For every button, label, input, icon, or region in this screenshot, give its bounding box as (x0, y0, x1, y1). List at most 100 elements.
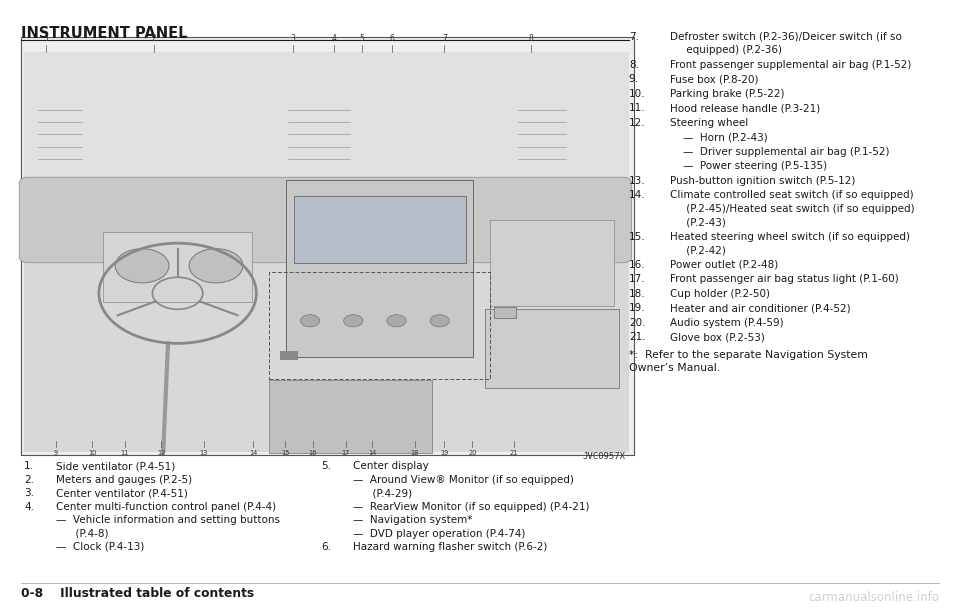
Text: 18: 18 (411, 450, 419, 456)
Text: Push-button ignition switch (P.5-12): Push-button ignition switch (P.5-12) (670, 176, 855, 186)
Text: 4: 4 (331, 34, 337, 43)
Circle shape (300, 315, 320, 327)
Text: (P.2-45)/Heated seat switch (if so equipped): (P.2-45)/Heated seat switch (if so equip… (670, 204, 915, 214)
Text: Center display: Center display (353, 461, 429, 471)
Bar (490, 220, 614, 306)
Text: Defroster switch (P.2-36)/Deicer switch (if so: Defroster switch (P.2-36)/Deicer switch … (670, 32, 902, 42)
Text: Cup holder (P.2-50): Cup holder (P.2-50) (670, 289, 770, 299)
Text: JVC0957X: JVC0957X (583, 452, 626, 461)
Text: (P.2-42): (P.2-42) (670, 245, 726, 255)
Text: 15: 15 (281, 450, 289, 456)
Bar (269, 380, 432, 453)
Text: —  RearView Monitor (if so equipped) (P.4-21): — RearView Monitor (if so equipped) (P.4… (353, 502, 589, 511)
Text: 10: 10 (88, 450, 96, 456)
Text: Center ventilator (P.4-51): Center ventilator (P.4-51) (56, 488, 187, 498)
Text: 18.: 18. (629, 289, 645, 299)
Bar (494, 307, 516, 318)
Bar (294, 196, 466, 263)
Text: 5.: 5. (322, 461, 331, 471)
Text: 13.: 13. (629, 176, 645, 186)
Text: 17: 17 (342, 450, 349, 456)
FancyBboxPatch shape (19, 177, 632, 263)
Text: 16.: 16. (629, 260, 645, 269)
Text: Meters and gauges (P.2-5): Meters and gauges (P.2-5) (56, 475, 192, 485)
Text: 14.: 14. (629, 191, 645, 200)
Text: 20.: 20. (629, 318, 645, 328)
Text: Climate controlled seat switch (if so equipped): Climate controlled seat switch (if so eq… (670, 191, 914, 200)
Text: 1.: 1. (24, 461, 34, 471)
Bar (24, 52, 629, 232)
Text: 11.: 11. (629, 103, 645, 113)
Text: 10.: 10. (629, 89, 645, 99)
Text: 17.: 17. (629, 274, 645, 284)
Bar (103, 232, 252, 302)
Text: equipped) (P.2-36): equipped) (P.2-36) (670, 45, 782, 55)
Text: 19.: 19. (629, 303, 645, 313)
Text: —  Power steering (P.5-135): — Power steering (P.5-135) (670, 161, 828, 171)
Text: Owner’s Manual.: Owner’s Manual. (629, 364, 720, 373)
Text: 8.: 8. (629, 60, 638, 70)
Text: 0-8    Illustrated table of contents: 0-8 Illustrated table of contents (21, 587, 254, 599)
Text: 4.: 4. (24, 502, 34, 511)
Text: 16: 16 (309, 450, 317, 456)
Text: 20: 20 (468, 450, 476, 456)
Text: Front passenger supplemental air bag (P.1-52): Front passenger supplemental air bag (P.… (670, 60, 911, 70)
Text: 3.: 3. (24, 488, 34, 498)
Text: INSTRUMENT PANEL: INSTRUMENT PANEL (21, 26, 187, 41)
Bar (24, 232, 629, 452)
Text: 1: 1 (44, 34, 48, 43)
Text: 2: 2 (152, 34, 156, 43)
Text: 2.: 2. (24, 475, 34, 485)
Text: 21: 21 (510, 450, 517, 456)
Text: 9: 9 (54, 450, 58, 456)
Text: Glove box (P.2-53): Glove box (P.2-53) (670, 332, 765, 342)
Text: 6: 6 (389, 34, 395, 43)
Text: 8: 8 (529, 34, 533, 43)
Text: 7.: 7. (629, 32, 638, 42)
Circle shape (387, 315, 406, 327)
Text: Power outlet (P.2-48): Power outlet (P.2-48) (670, 260, 779, 269)
Text: 12.: 12. (629, 118, 645, 128)
Text: —  Around View® Monitor (if so equipped): — Around View® Monitor (if so equipped) (353, 475, 574, 485)
Bar (485, 309, 619, 388)
Bar (280, 351, 298, 360)
Text: Audio system (P.4-59): Audio system (P.4-59) (670, 318, 783, 328)
Text: 21.: 21. (629, 332, 645, 342)
Text: Side ventilator (P.4-51): Side ventilator (P.4-51) (56, 461, 175, 471)
Text: —  Navigation system*: — Navigation system* (353, 515, 472, 525)
Text: —  Clock (P.4-13): — Clock (P.4-13) (56, 542, 144, 552)
Text: —  Horn (P.2-43): — Horn (P.2-43) (670, 133, 768, 142)
Text: 14: 14 (250, 450, 257, 456)
Text: carmanualsonline.info: carmanualsonline.info (808, 591, 939, 604)
Text: —  DVD player operation (P.4-74): — DVD player operation (P.4-74) (353, 529, 526, 538)
Text: Front passenger air bag status light (P.1-60): Front passenger air bag status light (P.… (670, 274, 899, 284)
Bar (21, 37, 634, 455)
Text: Hood release handle (P.3-21): Hood release handle (P.3-21) (670, 103, 821, 113)
Text: (P.4-29): (P.4-29) (353, 488, 413, 498)
Text: (P.2-43): (P.2-43) (670, 218, 726, 227)
Text: 6.: 6. (322, 542, 331, 552)
Text: Center multi-function control panel (P.4-4): Center multi-function control panel (P.4… (56, 502, 276, 511)
Text: Fuse box (P.8-20): Fuse box (P.8-20) (670, 75, 758, 84)
Text: 19: 19 (441, 450, 448, 456)
Text: Heater and air conditioner (P.4-52): Heater and air conditioner (P.4-52) (670, 303, 851, 313)
Text: 7: 7 (442, 34, 447, 43)
Circle shape (189, 249, 243, 283)
Text: 13: 13 (200, 450, 207, 456)
Text: 11: 11 (121, 450, 129, 456)
Text: 12: 12 (157, 450, 165, 456)
Text: Parking brake (P.5-22): Parking brake (P.5-22) (670, 89, 784, 99)
Bar (269, 272, 490, 379)
Text: 5: 5 (359, 34, 365, 43)
Text: Heated steering wheel switch (if so equipped): Heated steering wheel switch (if so equi… (670, 232, 910, 242)
Circle shape (115, 249, 169, 283)
Text: Steering wheel: Steering wheel (670, 118, 749, 128)
Text: Hazard warning flasher switch (P.6-2): Hazard warning flasher switch (P.6-2) (353, 542, 547, 552)
Text: —  Vehicle information and setting buttons: — Vehicle information and setting button… (56, 515, 279, 525)
Text: 14: 14 (369, 450, 376, 456)
Text: 9.: 9. (629, 75, 638, 84)
Circle shape (430, 315, 449, 327)
Text: *:  Refer to the separate Navigation System: *: Refer to the separate Navigation Syst… (629, 350, 868, 360)
Circle shape (344, 315, 363, 327)
Text: 15.: 15. (629, 232, 645, 242)
